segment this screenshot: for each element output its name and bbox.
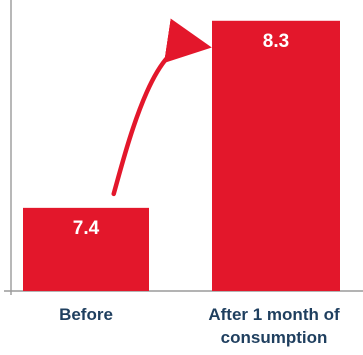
category-label-2-line-2: consumption <box>221 328 328 347</box>
category-label-1-line-1: Before <box>59 305 113 324</box>
bars <box>23 20 340 292</box>
value-label-2: 8.3 <box>263 31 289 52</box>
bar-1 <box>23 207 149 291</box>
bar-2 <box>212 20 340 292</box>
increase-arrow <box>111 18 212 197</box>
labels: 7.4 8.3 Before After 1 month of consumption <box>59 31 340 347</box>
value-label-1: 7.4 <box>73 218 100 239</box>
annotations <box>111 18 212 197</box>
category-label-2-line-1: After 1 month of <box>208 305 340 324</box>
